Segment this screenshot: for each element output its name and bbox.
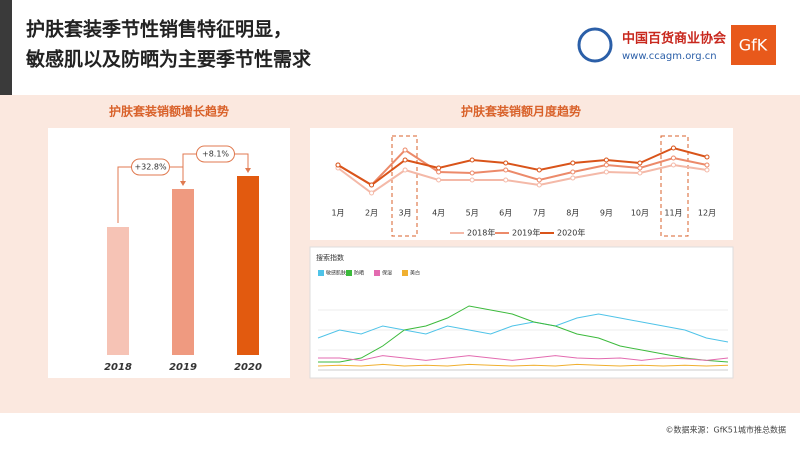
legend-label: 2019年 xyxy=(512,228,540,238)
point xyxy=(469,157,475,163)
legend-label: 防晒 xyxy=(354,270,364,277)
x-tick-label: 2019 xyxy=(169,362,197,373)
panel-title: 搜索指数 xyxy=(316,253,344,262)
point xyxy=(536,167,542,173)
x-tick-label: 6月 xyxy=(499,209,512,218)
legend-label: 敏感肌肤 xyxy=(326,270,346,277)
point xyxy=(469,170,475,176)
org-logo xyxy=(577,27,613,63)
highlight-box xyxy=(660,135,689,237)
point xyxy=(570,169,576,175)
series-line xyxy=(337,146,708,187)
point xyxy=(536,177,542,183)
x-tick-label: 3月 xyxy=(399,209,412,218)
legend-label: 2020年 xyxy=(557,228,585,238)
panel xyxy=(310,128,733,240)
point xyxy=(369,190,375,196)
legend-label: 2018年 xyxy=(467,228,495,238)
brand: GfK xyxy=(739,36,768,55)
point xyxy=(670,145,676,151)
source-note: ©数据来源：GfK51城市推总数据 xyxy=(666,425,786,435)
point xyxy=(335,162,341,168)
point xyxy=(503,177,509,183)
bar xyxy=(107,227,129,355)
point xyxy=(670,155,676,161)
point xyxy=(603,157,609,163)
point xyxy=(402,157,408,163)
highlight-box xyxy=(391,135,418,237)
x-tick-label: 8月 xyxy=(566,209,579,218)
org-url: www.ccagm.org.cn xyxy=(622,51,717,62)
point xyxy=(603,169,609,175)
series-line xyxy=(317,363,729,367)
series-line xyxy=(337,163,708,195)
x-tick-label: 11月 xyxy=(664,209,682,218)
point xyxy=(536,182,542,188)
point xyxy=(402,167,408,173)
point xyxy=(503,160,509,166)
annotation: +32.8% xyxy=(134,163,167,172)
point xyxy=(436,169,442,175)
legend-label: 保湿 xyxy=(382,270,392,277)
point xyxy=(637,160,643,166)
x-tick-label: 10月 xyxy=(631,209,649,218)
annotation-box xyxy=(196,145,235,163)
point xyxy=(603,162,609,168)
x-tick-label: 7月 xyxy=(533,209,546,218)
brand-logo xyxy=(731,25,776,65)
point xyxy=(704,167,710,173)
point xyxy=(402,147,408,153)
legend-swatch xyxy=(318,270,324,276)
point xyxy=(369,182,375,188)
x-tick-label: 1月 xyxy=(331,209,344,218)
point xyxy=(436,165,442,171)
x-tick-label: 2020 xyxy=(234,362,262,373)
title-line: 敏感肌以及防晒为主要季节性需求 xyxy=(25,48,312,71)
panel-title: 护肤套装销额增长趋势 xyxy=(109,104,229,119)
point xyxy=(704,154,710,160)
point xyxy=(670,162,676,168)
point xyxy=(503,167,509,173)
x-tick-label: 5月 xyxy=(466,209,479,218)
x-tick-label: 2018 xyxy=(104,362,132,373)
bar xyxy=(237,176,259,355)
annotation-box xyxy=(131,158,170,176)
point xyxy=(570,160,576,166)
accent-bar xyxy=(0,0,12,95)
series-line xyxy=(317,313,729,343)
legend-swatch xyxy=(374,270,380,276)
panel-title: 护肤套装销额月度趋势 xyxy=(461,104,581,119)
legend-swatch xyxy=(346,270,352,276)
point xyxy=(436,177,442,183)
point xyxy=(637,165,643,171)
org-name: 中国百货商业协会 xyxy=(622,31,727,47)
x-tick-label: 12月 xyxy=(698,209,716,218)
x-tick-label: 4月 xyxy=(432,209,445,218)
legend-swatch xyxy=(402,270,408,276)
x-tick-label: 2月 xyxy=(365,209,378,218)
series-line xyxy=(318,305,729,363)
arrow-head xyxy=(245,168,251,173)
legend-label: 美白 xyxy=(410,270,420,277)
point xyxy=(637,170,643,176)
bar xyxy=(172,189,194,355)
title-line: 护肤套装季节性销售特征明显， xyxy=(26,18,292,41)
series-line xyxy=(337,148,708,187)
x-tick-label: 9月 xyxy=(600,209,613,218)
point xyxy=(704,162,710,168)
point xyxy=(570,175,576,181)
annotation: +8.1% xyxy=(202,150,229,159)
point xyxy=(469,177,475,183)
series-line xyxy=(318,355,729,361)
